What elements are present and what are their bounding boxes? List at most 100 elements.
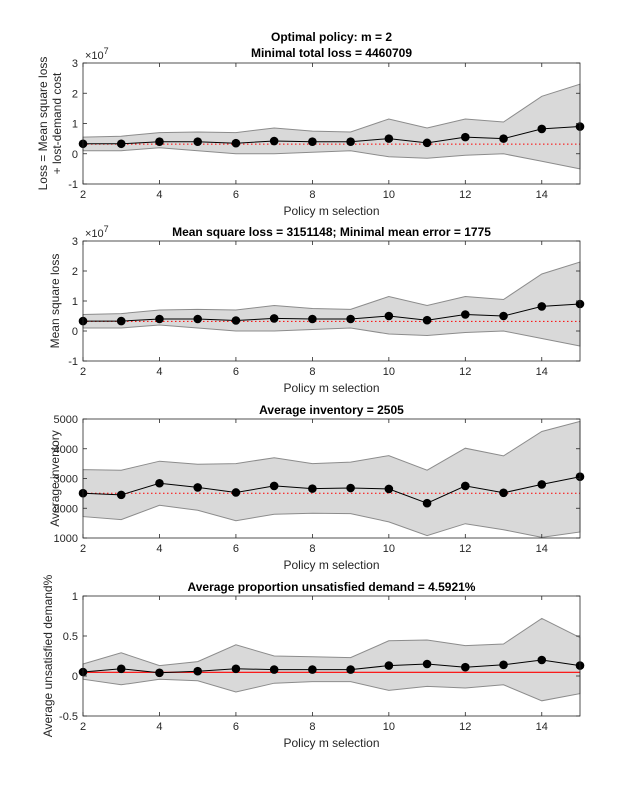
x-axis-label: Policy m selection [283, 558, 379, 572]
data-point [231, 664, 241, 674]
x-tick-label: 4 [156, 721, 162, 733]
data-point [193, 314, 202, 324]
y-tick-label: 3 [72, 58, 78, 70]
y-tick-label: 1 [72, 119, 78, 131]
data-point [269, 136, 279, 146]
x-tick-label: 4 [156, 366, 162, 378]
data-point [422, 138, 432, 148]
data-point [461, 310, 470, 319]
x-tick-label: 6 [233, 189, 239, 201]
data-point [308, 484, 317, 493]
data-point [116, 490, 126, 500]
y-tick-label: 1 [72, 296, 78, 308]
data-point [231, 488, 241, 497]
mean-line [83, 126, 581, 145]
data-point [537, 655, 547, 665]
data-point [155, 137, 164, 146]
data-point [346, 137, 355, 146]
data-point [116, 664, 126, 674]
x-tick-label: 14 [536, 543, 548, 555]
data-point [308, 314, 317, 324]
x-tick-label: 8 [309, 721, 315, 733]
data-point [231, 138, 241, 148]
y-axis-label: Loss = Mean square loss [36, 57, 50, 191]
axes-frame [82, 595, 581, 717]
data-point [422, 659, 432, 669]
chart-4: 2 4 6 8 10 12 14 -0.5 0 0.5 1 Average proportion un… [41, 574, 585, 750]
x-tick-label: 14 [536, 721, 548, 733]
data-point [155, 478, 164, 488]
y-tick-label: 2 [72, 88, 78, 100]
y-tick-label: 5000 [54, 414, 78, 426]
x-axis-label: Policy m selection [283, 204, 379, 218]
chart-title: Optimal policy: m = 2 [271, 30, 392, 44]
data-point [269, 481, 279, 491]
data-point [537, 302, 547, 311]
x-tick-label: 2 [80, 189, 86, 201]
y-tick-label: 2 [72, 266, 78, 278]
data-point [155, 668, 164, 678]
data-point [231, 316, 241, 325]
data-point [461, 132, 470, 142]
x-tick-label: 12 [459, 366, 471, 378]
x-tick-label: 4 [156, 543, 162, 555]
data-point [269, 314, 279, 323]
x-tick-label: 14 [536, 189, 548, 201]
axis-exponent: ×107 [85, 224, 109, 240]
data-point [193, 666, 202, 676]
x-tick-label: 10 [383, 366, 395, 378]
data-point [193, 483, 202, 492]
x-tick-label: 6 [233, 721, 239, 733]
chart-title: Mean square loss = 3151148; Minimal mean… [172, 225, 491, 239]
chart-subtitle: Minimal total loss = 4460709 [251, 46, 412, 60]
x-tick-label: 2 [80, 543, 86, 555]
data-point [499, 134, 508, 143]
x-tick-label: 2 [80, 721, 86, 733]
x-tick-label: 6 [233, 366, 239, 378]
data-point [537, 480, 547, 489]
x-tick-label: 14 [536, 366, 548, 378]
y-tick-label: 0 [72, 326, 78, 338]
y-tick-label: 0 [72, 149, 78, 161]
data-point [461, 662, 470, 672]
data-point [499, 488, 508, 498]
x-tick-label: 8 [309, 189, 315, 201]
data-point [499, 311, 508, 321]
data-point [308, 137, 317, 146]
data-point [461, 481, 470, 491]
data-point [422, 315, 432, 325]
data-point [346, 314, 355, 324]
y-tick-label: 3 [72, 236, 78, 248]
y-tick-label: -1 [68, 356, 78, 368]
x-tick-label: 12 [459, 543, 471, 555]
data-point [384, 661, 394, 670]
data-point [308, 665, 317, 674]
mean-line [82, 476, 581, 504]
data-point [537, 124, 547, 134]
y-tick-label: 0 [72, 671, 78, 683]
data-point [116, 316, 126, 326]
chart-title: Average proportion unsatisfied demand = … [188, 580, 476, 594]
x-tick-label: 6 [233, 543, 239, 555]
mean-line [83, 303, 581, 322]
chart-title: Average inventory = 2505 [259, 403, 404, 417]
x-tick-label: 2 [80, 366, 86, 378]
y-axis-label: Average inventory [48, 430, 62, 527]
x-tick-label: 4 [156, 189, 162, 201]
x-axis-label: Policy m selection [283, 381, 379, 395]
x-tick-label: 10 [383, 189, 395, 201]
data-point [269, 665, 279, 674]
y-tick-label: 3000 [54, 474, 78, 486]
chart-3: 2 4 6 8 10 12 14 1000 2000 3000 4000 5000 Average in… [48, 403, 585, 572]
data-point [384, 134, 394, 143]
x-tick-label: 10 [383, 543, 395, 555]
mean-line [82, 659, 581, 674]
y-axis-label: Mean square loss [48, 254, 62, 349]
y-tick-label: 4000 [54, 444, 78, 456]
data-point [116, 139, 126, 149]
y-axis-label: Average unsatisfied demand% [41, 574, 55, 737]
y-tick-label: 0.5 [63, 631, 78, 643]
